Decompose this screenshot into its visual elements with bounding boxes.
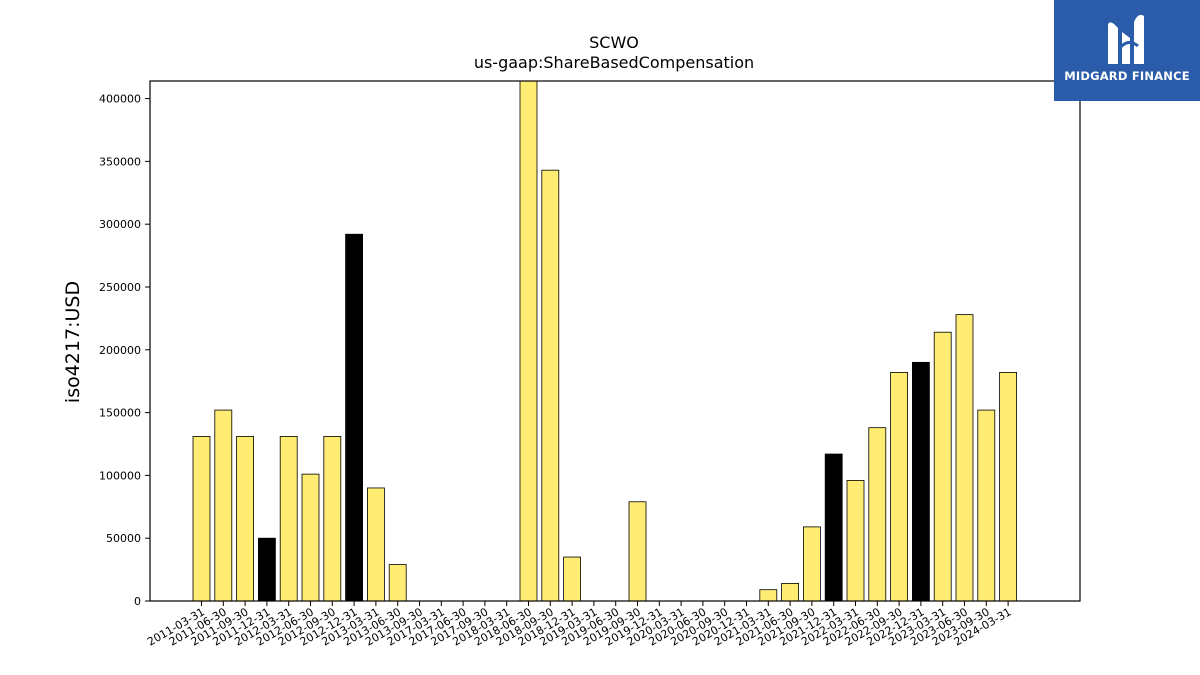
y-tick-label: 250000 <box>99 281 141 294</box>
bars-group <box>192 80 1017 602</box>
y-tick-label: 150000 <box>99 407 141 420</box>
bar-2011-09-30 <box>236 436 255 602</box>
bar-2018-12-31 <box>563 556 581 602</box>
y-tick-label: 300000 <box>99 218 141 231</box>
x-axis: 2011-03-312011-06-302011-09-302011-12-31… <box>145 601 1014 649</box>
bar-2012-12-31 <box>345 233 364 602</box>
bar-2021-03-31 <box>759 589 778 602</box>
bar-2018-09-30 <box>541 169 560 602</box>
bar-2011-12-31 <box>257 537 276 602</box>
y-tick-label: 400000 <box>99 93 141 106</box>
bar-2013-06-30 <box>388 564 407 602</box>
bar-2011-06-30 <box>214 409 233 602</box>
bar-2018-06-30 <box>519 80 538 602</box>
y-tick-label: 100000 <box>99 469 141 482</box>
bar-2012-06-30 <box>301 473 320 602</box>
bar-2011-03-31 <box>192 436 211 602</box>
bar-2012-03-31 <box>279 436 298 602</box>
bar-2023-09-30 <box>977 409 996 602</box>
bar-2024-03-31 <box>999 371 1017 602</box>
bar-2012-09-30 <box>323 436 342 602</box>
brand-logo: MIDGARD FINANCE <box>1054 0 1200 101</box>
y-tick-label: 200000 <box>99 344 141 357</box>
y-tick-label: 350000 <box>99 155 141 168</box>
y-axis-label: iso4217:USD <box>62 281 84 403</box>
bar-2021-12-31 <box>824 453 843 602</box>
y-axis: 0 50000 100000 150000 200000 250000 300000 3500… <box>99 93 150 608</box>
bar-2013-03-31 <box>366 487 385 602</box>
bar-2022-03-31 <box>846 480 865 602</box>
bar-2023-06-30 <box>955 314 974 602</box>
y-tick-label: 50000 <box>106 532 141 545</box>
chart-title: SCWO <box>589 33 639 52</box>
bar-2022-12-31 <box>912 361 930 602</box>
bar-2022-09-30 <box>890 371 908 602</box>
bar-2022-06-30 <box>868 427 887 602</box>
plot-frame <box>149 80 1081 602</box>
bar-2021-09-30 <box>803 526 821 602</box>
y-tick-label: 0 <box>134 595 141 608</box>
brand-logo-text: MIDGARD FINANCE <box>1064 69 1190 83</box>
bar-2023-03-31 <box>933 331 952 602</box>
bar-2019-09-30 <box>628 501 647 602</box>
bar-2021-06-30 <box>781 583 799 602</box>
chart-subtitle: us-gaap:ShareBasedCompensation <box>474 53 754 72</box>
brand-logo-icon <box>1108 14 1144 64</box>
